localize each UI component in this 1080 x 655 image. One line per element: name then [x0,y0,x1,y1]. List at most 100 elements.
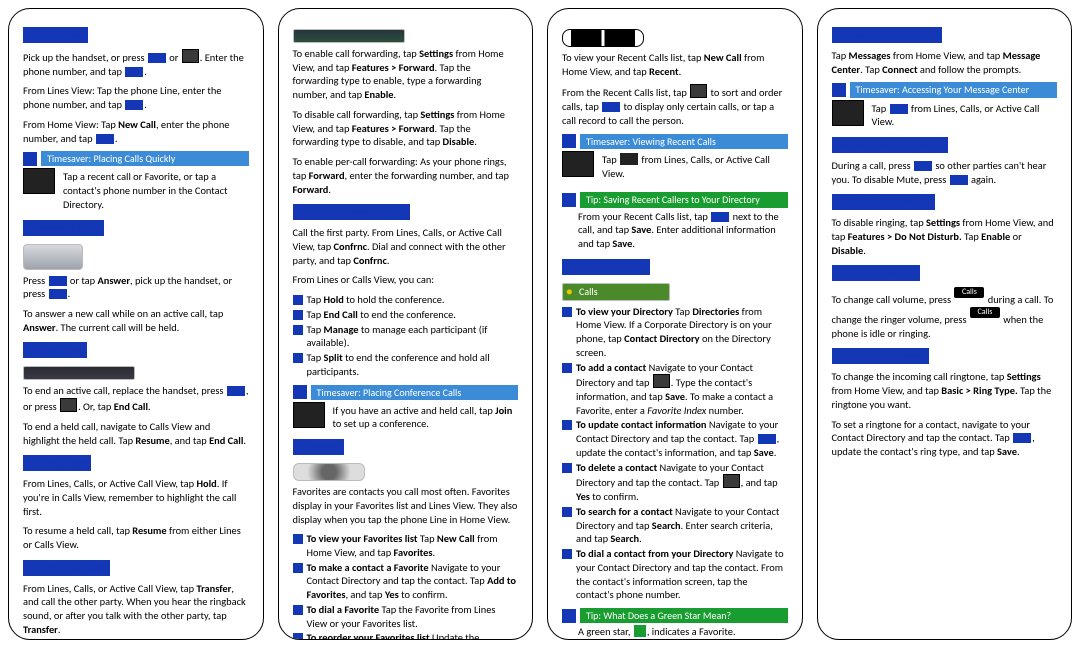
list-item: To make a contact a Favorite Navigate to… [293,561,519,602]
text: Favorites are contacts you call most oft… [293,485,519,526]
add-icon [653,374,670,388]
text: Press or tap Answer, pick up the handset… [23,274,249,301]
tip-body: Tap a recent call or Favorite, or tap a … [23,168,249,217]
list-item: To update contact information Navigate t… [562,418,788,459]
list-item: To add a contact Navigate to your Contac… [562,361,788,418]
key-icon [182,49,199,63]
mute-icon [914,161,932,171]
edit-icon [1013,433,1031,443]
h-voice-mail: Listening to Voice Mail [832,27,942,43]
text: To change call volume, press Calls View … [832,287,1058,340]
h-transferring-calls: Transferring Calls [23,560,110,576]
text: From Lines, Calls, or Active Call View, … [23,477,249,518]
h-muting: Muting the Microphone [832,137,948,153]
dial-icon [125,67,143,77]
h-conference: Placing Conference Calls [293,204,410,220]
thumb-icon [293,402,325,428]
sort-icon [690,84,707,98]
text: Pick up the handset, or press or . Enter… [23,49,249,78]
text: From Lines or Calls View, you can: [293,273,519,287]
tip-green-star: Tip: What Does a Green Star Mean? [562,608,788,623]
messages-icon [890,104,908,114]
vol-pill: Calls View [954,287,984,298]
text: From the Recent Calls list, tap to sort … [562,84,788,127]
text: From Lines View: Tap the phone Line, ent… [23,84,249,111]
delete-icon [723,474,740,488]
text: From Home View: Tap New Call, enter the … [23,118,249,145]
tip-recent: Timesaver: Viewing Recent Calls [562,134,788,149]
dial-icon [125,100,143,110]
calls-thumb: Calls [562,283,670,301]
softkey-icon [227,386,245,396]
h-directory: Contact Directory [562,259,650,275]
h-holding-calls: Holding Calls [23,455,91,471]
nav-thumb [562,29,644,47]
text: Tap a recent call or Favorite, or tap a … [63,170,249,211]
text: To end a held call, navigate to Calls Vi… [23,420,249,447]
text: To resume a held call, tap Resume from e… [23,524,249,551]
text: To disable call forwarding, tap Settings… [293,108,519,149]
conf-list: Tap Hold to hold the conference. Tap End… [293,293,519,378]
text: To change the incoming call ringtone, ta… [832,370,1058,411]
list-item: Tap Manage to manage each participant (i… [293,323,519,350]
softkey-icon [49,289,67,299]
mute-icon [950,175,968,185]
softkey-icon [148,53,166,63]
dir-list: To view your Directory Tap Directories f… [562,305,788,602]
list-item: To view your Directory Tap Directories f… [562,305,788,360]
list-item: To delete a contact Navigate to your Con… [562,461,788,504]
list-item: To dial a contact from your Directory Na… [562,547,788,602]
text: If you have an active and held call, tap… [333,404,519,431]
filter-icon [602,102,620,112]
green-star-icon [634,625,646,637]
edit-icon [758,434,776,444]
list-item: To search for a contact Navigate to your… [562,505,788,546]
list-item: To view your Favorites list Tap New Call… [293,532,519,559]
card-col-3: To view your Recent Calls list, tap New … [547,8,803,640]
card-col-2: To enable call forwarding, tap Settings … [278,8,534,640]
list-item: Tap Split to end the conference and hold… [293,351,519,378]
text: To answer a new call while on an active … [23,307,249,334]
softkey-icon [49,276,67,286]
text: During a call, press so other parties ca… [832,159,1058,186]
list-item: To dial a Favorite Tap the Favorite from… [293,603,519,630]
fav-list: To view your Favorites list Tap New Call… [293,532,519,640]
tip-save-recent: Tip: Saving Recent Callers to Your Direc… [562,192,788,207]
x-thumb [293,463,365,481]
text: Tap from Lines, Calls, or Active Call Vi… [602,153,788,180]
card-col-1: Placing Calls Pick up the handset, or pr… [8,8,264,640]
text: To disable ringing, tap Settings from Ho… [832,216,1058,257]
text: From Lines, Calls, or Active Call View, … [23,582,249,637]
tip-message-center: Timesaver: Accessing Your Message Center [832,82,1058,97]
list-item: Tap Hold to hold the conference. [293,293,519,307]
h-ending-calls: Ending Calls [23,342,87,358]
recent-icon [620,153,638,165]
h-volume: Adjusting Volume [832,265,921,281]
tip-body: Tap from Lines, Calls, or Active Call Vi… [562,151,788,186]
thumb-icon [23,168,55,194]
screen-thumb [293,29,405,43]
text: To view your Recent Calls list, tap New … [562,51,788,78]
tip-conference: Timesaver: Placing Conference Calls [293,385,519,400]
h-placing-calls: Placing Calls [23,27,88,43]
list-item: Tap End Call to end the conference. [293,308,519,322]
h-favorites: Favorites [293,439,344,455]
key-icon [60,398,77,412]
list-item: To reorder your Favorites list Update th… [293,631,519,640]
text: To set a ringtone for a contact, navigat… [832,418,1058,459]
tip-placing-calls-quickly: Timesaver: Placing Calls Quickly [23,151,249,166]
text: Tap from Lines, Calls, or Active Call Vi… [872,102,1058,129]
thumb-icon [832,100,864,126]
tip-body: If you have an active and held call, tap… [293,402,519,437]
tip-body: Tap from Lines, Calls, or Active Call Vi… [832,100,1058,135]
vol-pill: Calls View [970,307,1000,318]
h-answering-calls: Answering Calls [23,220,104,236]
card-col-4: Listening to Voice Mail Tap Messages fro… [817,8,1073,640]
text: To enable call forwarding, tap Settings … [293,47,519,102]
h-ringtones: Updating Ringtones [832,348,930,364]
thumb-icon [562,151,594,177]
text: To end an active call, replace the hands… [23,384,249,413]
text: A green star, , indicates a Favorite. [578,625,788,639]
handset-thumb [23,244,83,270]
text: To enable per-call forwarding: As your p… [293,155,519,196]
